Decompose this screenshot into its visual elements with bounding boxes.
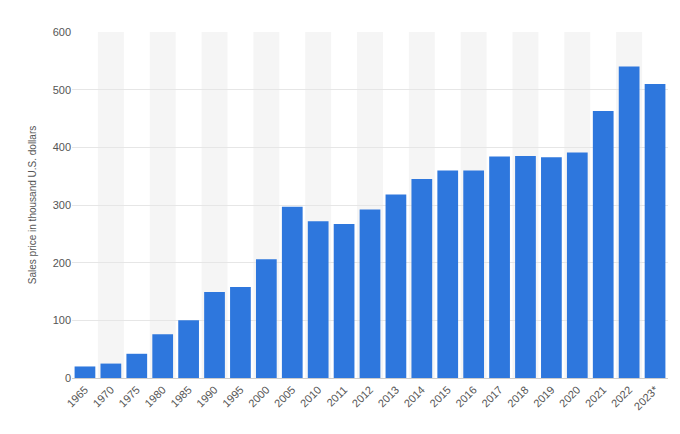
svg-text:Sales price in thousand U.S. d: Sales price in thousand U.S. dollars — [27, 126, 38, 284]
svg-text:1990: 1990 — [194, 384, 220, 410]
svg-text:2016: 2016 — [453, 384, 479, 410]
svg-text:300: 300 — [53, 199, 71, 211]
svg-text:2022: 2022 — [609, 384, 635, 410]
svg-text:100: 100 — [53, 314, 71, 326]
svg-text:2021: 2021 — [583, 384, 609, 410]
svg-text:2020: 2020 — [557, 384, 583, 410]
svg-text:2019: 2019 — [531, 384, 557, 410]
svg-text:2023*: 2023* — [632, 383, 661, 412]
svg-text:2017: 2017 — [479, 384, 505, 410]
svg-text:500: 500 — [53, 84, 71, 96]
svg-text:2015: 2015 — [427, 384, 453, 410]
svg-text:2012: 2012 — [350, 384, 376, 410]
svg-text:2013: 2013 — [375, 384, 401, 410]
svg-text:2014: 2014 — [401, 384, 427, 410]
svg-text:2005: 2005 — [272, 384, 298, 410]
svg-text:400: 400 — [53, 141, 71, 153]
svg-text:1995: 1995 — [220, 384, 246, 410]
svg-text:200: 200 — [53, 257, 71, 269]
svg-text:1970: 1970 — [90, 384, 116, 410]
svg-text:2010: 2010 — [298, 384, 324, 410]
svg-text:2011: 2011 — [324, 384, 349, 409]
svg-text:1965: 1965 — [64, 384, 90, 410]
svg-text:600: 600 — [53, 26, 71, 38]
svg-text:0: 0 — [65, 372, 71, 384]
svg-text:1985: 1985 — [168, 384, 194, 410]
svg-text:1980: 1980 — [142, 384, 168, 410]
svg-text:2000: 2000 — [246, 384, 272, 410]
svg-text:2018: 2018 — [505, 384, 531, 410]
svg-text:1975: 1975 — [116, 384, 142, 410]
